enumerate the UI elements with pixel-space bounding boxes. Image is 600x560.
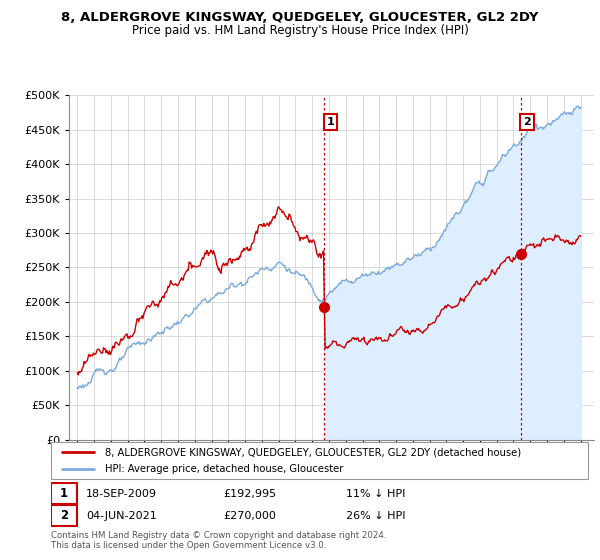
Text: 26% ↓ HPI: 26% ↓ HPI xyxy=(346,511,406,521)
Text: 1: 1 xyxy=(327,117,335,127)
Text: HPI: Average price, detached house, Gloucester: HPI: Average price, detached house, Glou… xyxy=(105,464,343,474)
FancyBboxPatch shape xyxy=(51,505,77,526)
Text: 8, ALDERGROVE KINGSWAY, QUEDGELEY, GLOUCESTER, GL2 2DY: 8, ALDERGROVE KINGSWAY, QUEDGELEY, GLOUC… xyxy=(61,11,539,24)
Text: 1: 1 xyxy=(60,487,68,500)
Text: Contains HM Land Registry data © Crown copyright and database right 2024.
This d: Contains HM Land Registry data © Crown c… xyxy=(51,531,386,550)
Text: Price paid vs. HM Land Registry's House Price Index (HPI): Price paid vs. HM Land Registry's House … xyxy=(131,24,469,36)
Text: 2: 2 xyxy=(523,117,531,127)
FancyBboxPatch shape xyxy=(51,483,77,504)
Text: 2: 2 xyxy=(60,509,68,522)
Text: 8, ALDERGROVE KINGSWAY, QUEDGELEY, GLOUCESTER, GL2 2DY (detached house): 8, ALDERGROVE KINGSWAY, QUEDGELEY, GLOUC… xyxy=(105,447,521,457)
Text: £270,000: £270,000 xyxy=(223,511,276,521)
Text: 11% ↓ HPI: 11% ↓ HPI xyxy=(346,488,406,498)
FancyBboxPatch shape xyxy=(51,442,588,479)
Text: 04-JUN-2021: 04-JUN-2021 xyxy=(86,511,157,521)
Text: £192,995: £192,995 xyxy=(223,488,276,498)
Text: 18-SEP-2009: 18-SEP-2009 xyxy=(86,488,157,498)
